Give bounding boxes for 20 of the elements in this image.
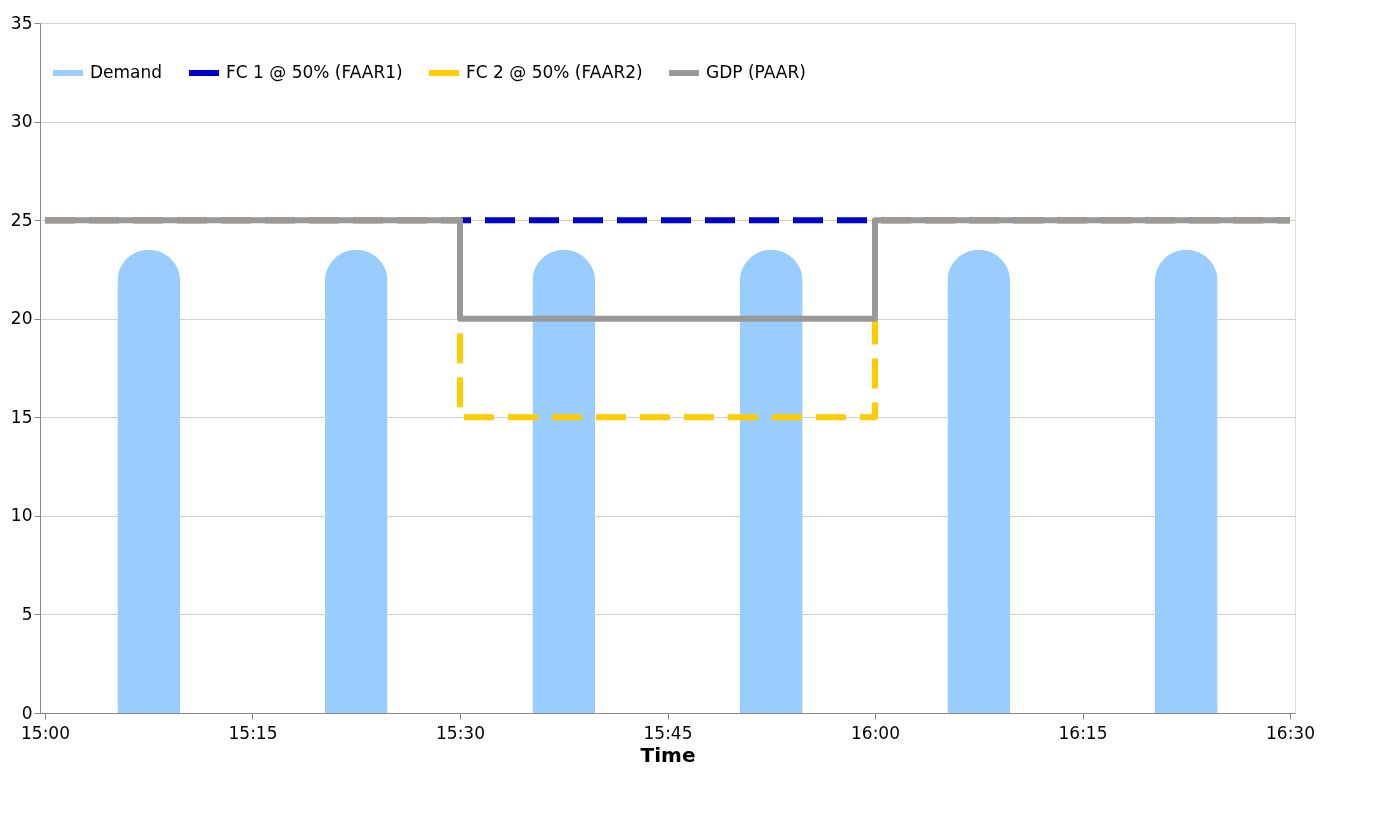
y-tick-label: 25 <box>10 209 33 230</box>
x-tick-label: 15:00 <box>21 722 70 743</box>
x-tick-label: 16:00 <box>851 722 900 743</box>
x-tick-label: 15:30 <box>436 722 485 743</box>
x-tick-label: 16:30 <box>1266 722 1315 743</box>
x-tick-label: 16:15 <box>1058 722 1108 743</box>
legend-label: FC 2 @ 50% (FAAR2) <box>466 62 643 82</box>
y-tick-label: 5 <box>21 603 33 624</box>
legend-label: FC 1 @ 50% (FAAR1) <box>226 62 403 82</box>
y-tick-label: 20 <box>10 308 33 329</box>
x-tick-label: 15:15 <box>228 722 278 743</box>
y-tick-label: 35 <box>10 12 33 33</box>
y-tick-label: 15 <box>10 406 33 427</box>
y-tick-label: 30 <box>10 111 33 132</box>
y-tick-label: 0 <box>21 702 33 723</box>
x-tick-label: 15:45 <box>643 722 693 743</box>
legend-label: GDP (PAAR) <box>706 62 806 82</box>
y-tick-label: 10 <box>10 505 33 526</box>
legend-label: Demand <box>90 62 163 82</box>
x-axis-title: Time <box>640 742 696 767</box>
